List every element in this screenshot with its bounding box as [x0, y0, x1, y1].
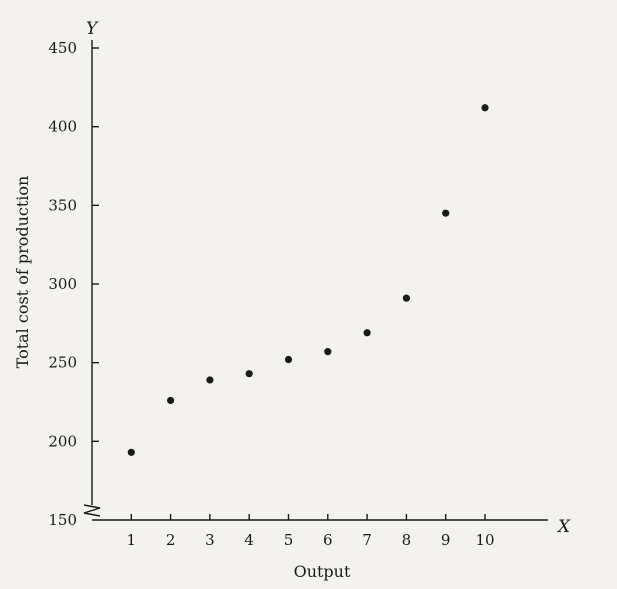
x-tick-label: 3 [205, 531, 215, 549]
x-axis-label: Output [294, 562, 351, 581]
data-point [284, 355, 293, 364]
y-tick-label: 200 [48, 432, 77, 450]
data-point [324, 348, 332, 356]
x-tick-label: 9 [441, 531, 451, 549]
data-point [245, 370, 253, 378]
x-tick-label: 2 [166, 531, 176, 549]
y-axis-letter: Y [86, 19, 99, 39]
data-point [127, 448, 135, 456]
y-tick-label: 450 [48, 39, 77, 57]
x-tick-label: 10 [475, 531, 494, 549]
x-tick-label: 6 [323, 531, 333, 549]
x-tick-label: 7 [362, 531, 372, 549]
y-tick-label: 250 [48, 354, 77, 372]
x-tick-label: 4 [244, 531, 254, 549]
data-point [402, 294, 410, 302]
axis-break-mark [83, 504, 101, 517]
data-point [481, 104, 489, 112]
data-point [206, 376, 214, 384]
y-tick-label: 350 [48, 196, 77, 214]
data-points [127, 104, 489, 456]
x-tick-label: 5 [284, 531, 294, 549]
y-tick-label: 150 [48, 511, 77, 529]
y-tick-label: 400 [48, 118, 77, 136]
x-axis-letter: X [556, 517, 571, 537]
x-tick-label: 8 [402, 531, 412, 549]
x-ticks: 1 2 3 4 5 6 7 8 9 10 [127, 514, 495, 549]
data-point [442, 209, 450, 217]
y-tick-label: 300 [48, 275, 77, 293]
y-ticks: 150 200 250 300 350 400 450 [48, 39, 99, 529]
data-point [363, 329, 371, 337]
y-axis-label: Total cost of production [13, 176, 32, 369]
x-tick-label: 1 [127, 531, 137, 549]
data-point [167, 396, 175, 405]
